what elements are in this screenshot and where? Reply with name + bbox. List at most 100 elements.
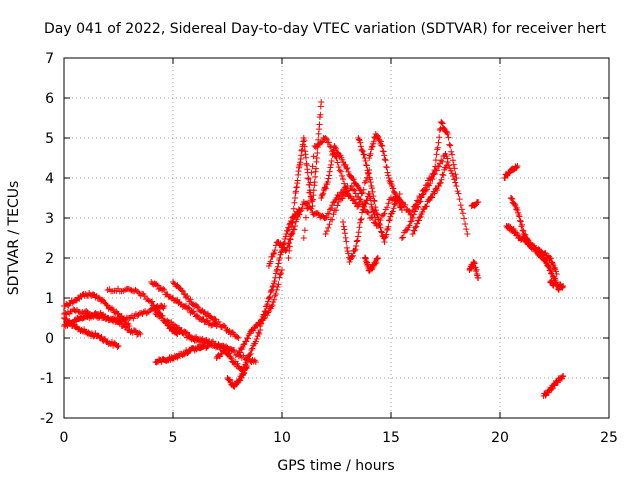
- data-point-marker: [130, 315, 137, 322]
- data-point-marker: [342, 184, 349, 191]
- data-point-marker: [376, 220, 383, 227]
- data-point-marker: [131, 327, 138, 334]
- data-point-marker: [519, 221, 526, 228]
- data-point-marker: [358, 146, 365, 153]
- data-point-marker: [153, 281, 160, 288]
- data-point-marker: [546, 255, 553, 262]
- x-tick-label: 0: [60, 430, 69, 446]
- data-point-marker: [287, 236, 294, 243]
- data-point-marker: [471, 202, 478, 209]
- data-point-marker: [307, 179, 314, 186]
- data-point-marker: [277, 271, 284, 278]
- data-point-marker: [310, 153, 317, 160]
- data-point-marker: [342, 234, 349, 241]
- data-point-marker: [546, 264, 553, 271]
- data-point-marker: [228, 355, 235, 362]
- data-point-marker: [369, 143, 376, 150]
- y-tick-label: 1: [45, 291, 54, 307]
- data-point-marker: [362, 177, 369, 184]
- data-point-marker: [309, 203, 316, 209]
- data-point-marker: [447, 167, 454, 174]
- data-point-marker: [423, 182, 430, 189]
- data-point-marker: [288, 231, 295, 238]
- data-point-marker: [231, 348, 238, 355]
- data-point-marker: [357, 216, 364, 223]
- data-point-marker: [318, 99, 325, 105]
- data-point-marker: [546, 267, 553, 274]
- data-point-marker: [436, 134, 443, 141]
- data-point-marker: [264, 301, 271, 308]
- data-point-marker: [136, 329, 143, 336]
- data-point-marker: [378, 142, 385, 149]
- data-point-marker: [323, 136, 330, 143]
- data-point-marker: [276, 255, 283, 261]
- axis-ticks: [63, 57, 610, 419]
- data-point-marker: [438, 119, 445, 125]
- data-point-marker: [370, 197, 377, 204]
- data-point-marker: [227, 354, 234, 361]
- y-tick-label: -1: [40, 371, 54, 387]
- data-point-marker: [452, 171, 459, 178]
- data-point-marker: [306, 189, 313, 196]
- data-point-marker: [334, 159, 341, 166]
- data-point-marker: [286, 235, 293, 242]
- data-point-marker: [348, 183, 355, 189]
- data-point-marker: [322, 135, 329, 141]
- data-point-marker: [187, 296, 194, 303]
- data-point-marker: [292, 195, 299, 201]
- data-point-marker: [134, 313, 141, 320]
- data-point-marker: [320, 190, 327, 197]
- data-point-marker: [308, 169, 315, 176]
- data-point-marker: [560, 283, 567, 289]
- data-point-marker: [95, 294, 102, 301]
- data-point-marker: [453, 183, 460, 189]
- data-point-marker: [398, 235, 405, 241]
- data-point-marker: [432, 163, 439, 170]
- data-point-marker: [178, 287, 185, 294]
- data-point-marker: [323, 228, 330, 235]
- data-point-marker: [66, 300, 73, 307]
- data-point-marker: [181, 351, 188, 358]
- data-point-marker: [553, 268, 560, 275]
- data-point-marker: [464, 231, 471, 237]
- data-point-marker: [268, 286, 275, 293]
- data-point-marker: [377, 224, 384, 231]
- data-point-marker: [145, 297, 152, 304]
- data-point-marker: [317, 111, 324, 118]
- data-point-marker: [333, 145, 340, 152]
- data-point-marker: [387, 213, 394, 220]
- data-point-marker: [128, 287, 135, 294]
- data-point-marker: [300, 235, 307, 241]
- data-point-marker: [456, 196, 463, 203]
- data-point-marker: [291, 199, 298, 206]
- data-point-marker: [517, 217, 524, 224]
- data-point-marker: [337, 168, 344, 175]
- data-point-marker: [272, 247, 279, 254]
- data-point-marker: [389, 208, 396, 215]
- data-point-marker: [444, 159, 451, 165]
- data-point-marker: [409, 231, 416, 237]
- data-point-marker: [381, 239, 388, 245]
- data-point-marker: [302, 214, 309, 221]
- data-point-marker: [302, 154, 309, 161]
- data-point-marker: [246, 351, 253, 358]
- data-point-marker: [127, 286, 134, 293]
- data-point-marker: [326, 221, 333, 228]
- data-point-marker: [370, 193, 377, 200]
- data-point-marker: [343, 165, 350, 172]
- data-point-marker: [274, 263, 281, 270]
- data-point-marker: [399, 234, 406, 241]
- data-point-marker: [398, 199, 405, 205]
- data-point-marker: [383, 163, 390, 170]
- data-point-marker: [506, 223, 513, 230]
- data-point-marker: [385, 223, 392, 230]
- data-point-marker: [514, 163, 521, 169]
- data-point-marker: [83, 307, 90, 314]
- data-point-marker: [335, 199, 342, 205]
- data-point-marker: [329, 216, 336, 223]
- data-point-marker: [314, 210, 321, 217]
- data-point-marker: [260, 311, 267, 318]
- data-point-marker: [411, 202, 418, 209]
- data-point-marker: [365, 209, 372, 216]
- data-point-marker: [448, 148, 455, 155]
